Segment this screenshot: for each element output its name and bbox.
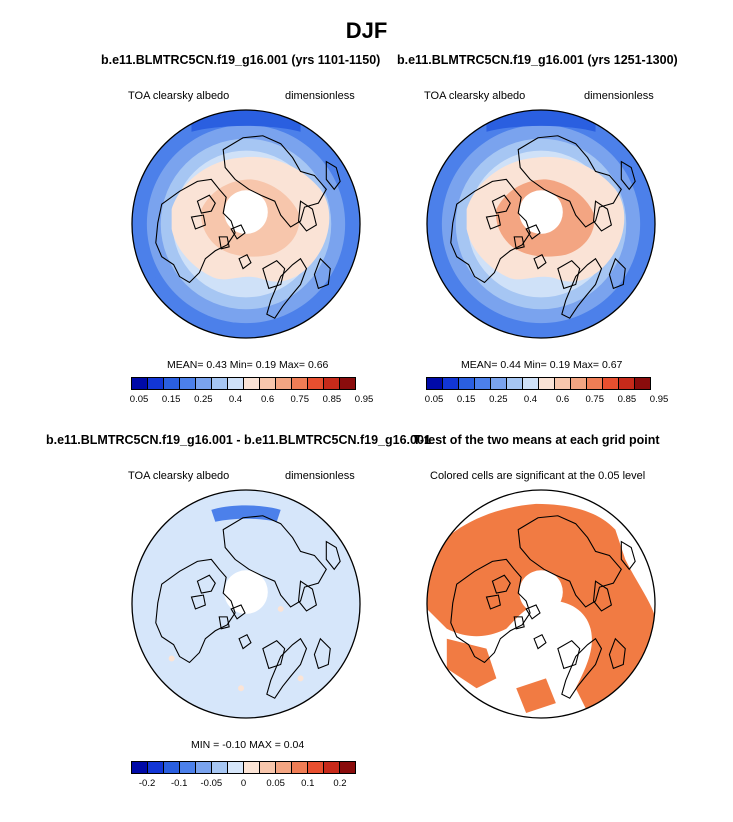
- colorbar-swatch-0: [132, 762, 148, 773]
- colorbar-swatch-12: [324, 762, 340, 773]
- colorbar-swatch-11: [308, 378, 324, 389]
- colorbar-swatch-9: [571, 378, 587, 389]
- colorbar-swatch-11: [308, 762, 324, 773]
- colorbar-tick-label: 0.75: [290, 394, 310, 405]
- colorbar-swatch-13: [340, 762, 355, 773]
- colorbar-swatch-2: [459, 378, 475, 389]
- colorbar-tick-label: 0: [240, 778, 247, 789]
- colorbar-swatch-8: [260, 762, 276, 773]
- colorbar-swatch-4: [196, 762, 212, 773]
- panel1-title: b.e11.BLMTRC5CN.f19_g16.001 (yrs 1101-11…: [101, 53, 381, 67]
- colorbar-swatch-1: [443, 378, 459, 389]
- colorbar-tick-label: 0.4: [228, 394, 243, 405]
- colorbar-tick-label: 0.4: [523, 394, 538, 405]
- colorbar-swatch-10: [292, 762, 308, 773]
- colorbar-swatch-0: [427, 378, 443, 389]
- colorbar-tick-label: 0.05: [129, 394, 149, 405]
- colorbar-tick-label: 0.15: [161, 394, 181, 405]
- colorbar-tick-label: 0.85: [617, 394, 637, 405]
- colorbar-tick-label: 0.85: [322, 394, 342, 405]
- panel2-variable-label: TOA clearsky albedo: [424, 90, 526, 102]
- colorbar-swatch-13: [635, 378, 650, 389]
- panel4-annotation: Colored cells are significant at the 0.0…: [430, 470, 646, 482]
- colorbar-tick-label: 0.1: [301, 778, 315, 789]
- panel3-title: b.e11.BLMTRC5CN.f19_g16.001 - b.e11.BLMT…: [46, 433, 431, 447]
- panel2-colorbar: [426, 377, 651, 390]
- figure-title: DJF: [345, 18, 388, 43]
- colorbar-swatch-13: [340, 378, 355, 389]
- colorbar-swatch-6: [228, 378, 244, 389]
- panel3-units-label: dimensionless: [285, 470, 355, 482]
- colorbar-swatch-1: [148, 378, 164, 389]
- colorbar-swatch-5: [507, 378, 523, 389]
- colorbar-swatch-8: [555, 378, 571, 389]
- panel4-polar-map: [426, 489, 656, 719]
- colorbar-tick-label: -0.2: [138, 778, 156, 789]
- colorbar-tick-label: 0.6: [260, 394, 275, 405]
- colorbar-swatch-3: [180, 378, 196, 389]
- panel3-variable-label: TOA clearsky albedo: [128, 470, 230, 482]
- colorbar-swatch-8: [260, 378, 276, 389]
- panel1-variable-label: TOA clearsky albedo: [128, 90, 230, 102]
- colorbar-swatch-6: [228, 762, 244, 773]
- colorbar-swatch-2: [164, 378, 180, 389]
- colorbar-tick-label: 0.95: [649, 394, 669, 405]
- colorbar-swatch-7: [244, 378, 260, 389]
- colorbar-tick-label: -0.05: [200, 778, 223, 789]
- colorbar-tick-label: 0.95: [354, 394, 374, 405]
- colorbar-swatch-4: [196, 378, 212, 389]
- panel3-colorbar: [131, 761, 356, 774]
- panel1-units-label: dimensionless: [285, 90, 355, 102]
- panel2-stats: MEAN= 0.44 Min= 0.19 Max= 0.67: [461, 359, 623, 371]
- panel1-polar-map: [131, 109, 361, 339]
- panel1-stats: MEAN= 0.43 Min= 0.19 Max= 0.66: [167, 359, 329, 371]
- colorbar-swatch-10: [292, 378, 308, 389]
- colorbar-swatch-9: [276, 378, 292, 389]
- colorbar-swatch-11: [603, 378, 619, 389]
- panel2-title: b.e11.BLMTRC5CN.f19_g16.001 (yrs 1251-13…: [397, 53, 678, 67]
- colorbar-swatch-5: [212, 762, 228, 773]
- panel2-units-label: dimensionless: [584, 90, 654, 102]
- colorbar-tick-label: -0.1: [171, 778, 188, 789]
- colorbar-swatch-0: [132, 378, 148, 389]
- colorbar-swatch-10: [587, 378, 603, 389]
- colorbar-swatch-9: [276, 762, 292, 773]
- colorbar-tick-label: 0.2: [333, 778, 347, 789]
- colorbar-swatch-3: [475, 378, 491, 389]
- colorbar-swatch-4: [491, 378, 507, 389]
- colorbar-tick-label: 0.25: [194, 394, 213, 405]
- panel3-stats: MIN = -0.10 MAX = 0.04: [191, 739, 305, 751]
- panel3-polar-map: [131, 489, 361, 719]
- colorbar-tick-label: 0.05: [266, 778, 285, 789]
- colorbar-swatch-2: [164, 762, 180, 773]
- panel2-polar-map: [426, 109, 656, 339]
- colorbar-swatch-12: [324, 378, 340, 389]
- colorbar-swatch-7: [539, 378, 555, 389]
- colorbar-swatch-6: [523, 378, 539, 389]
- colorbar-swatch-3: [180, 762, 196, 773]
- colorbar-swatch-7: [244, 762, 260, 773]
- colorbar-swatch-1: [148, 762, 164, 773]
- colorbar-swatch-12: [619, 378, 635, 389]
- colorbar-swatch-5: [212, 378, 228, 389]
- colorbar-tick-label: 0.25: [489, 394, 508, 405]
- colorbar-tick-label: 0.75: [585, 394, 605, 405]
- panel1-colorbar: [131, 377, 356, 390]
- panel4-title: T-test of the two means at each grid poi…: [413, 433, 660, 447]
- colorbar-tick-label: 0.6: [555, 394, 570, 405]
- colorbar-tick-label: 0.15: [456, 394, 476, 405]
- colorbar-tick-label: 0.05: [424, 394, 444, 405]
